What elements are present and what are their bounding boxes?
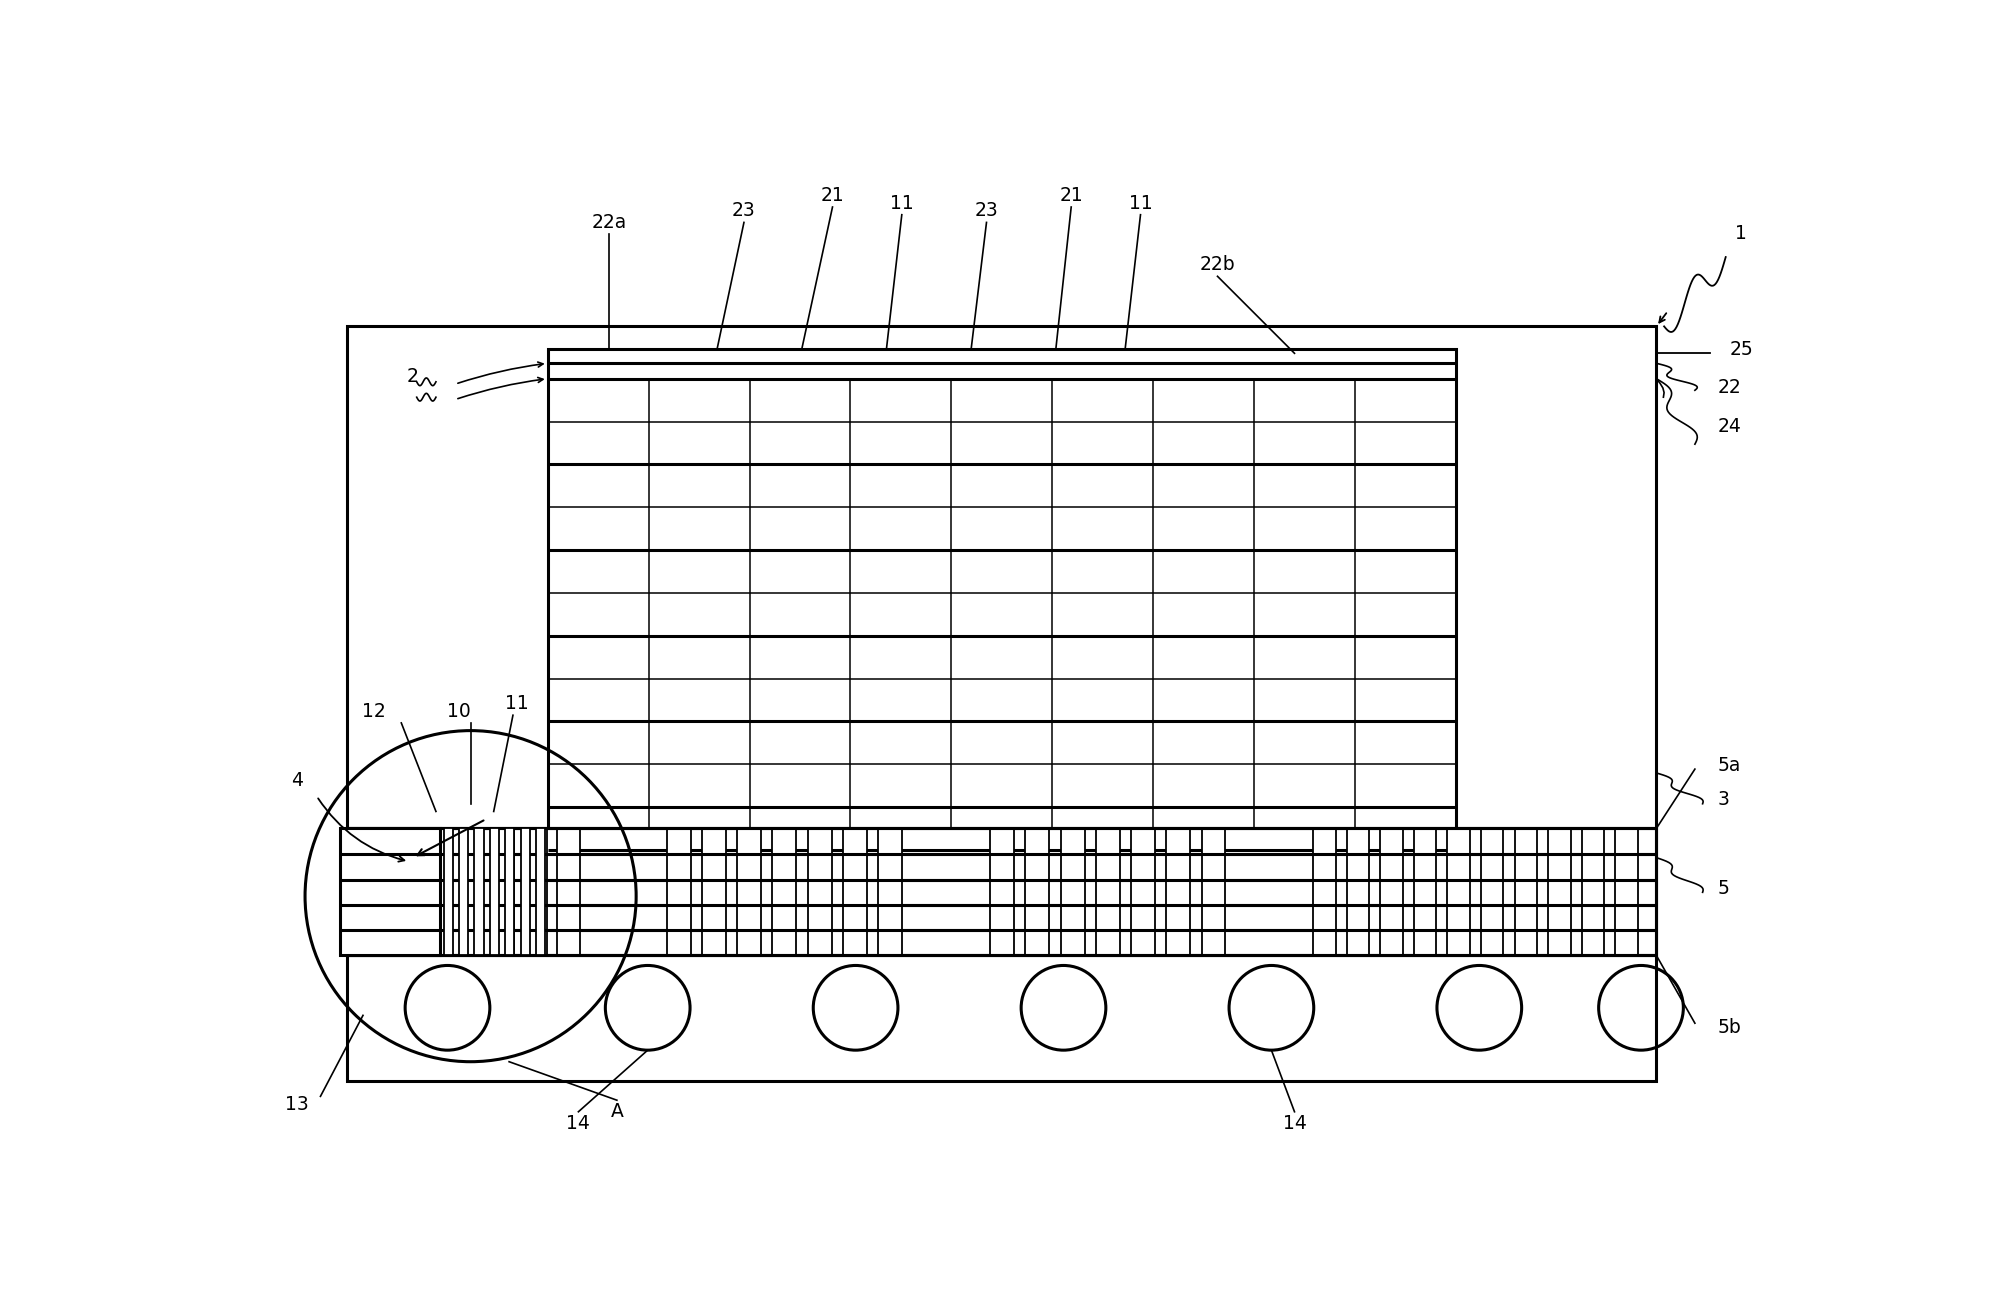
Text: 4: 4: [292, 772, 304, 790]
Bar: [1314, 828, 1336, 955]
Bar: [348, 828, 1656, 955]
Text: 11: 11: [1128, 194, 1152, 213]
Bar: [772, 828, 796, 955]
Bar: [1346, 828, 1370, 955]
Text: 23: 23: [974, 201, 998, 220]
Bar: [738, 828, 762, 955]
Bar: [394, 828, 416, 955]
Bar: [520, 828, 530, 955]
Text: 5a: 5a: [1718, 756, 1742, 774]
Text: 10: 10: [448, 702, 470, 721]
Bar: [702, 828, 726, 955]
Bar: [348, 828, 1656, 955]
Text: 24: 24: [1718, 417, 1742, 436]
Bar: [348, 327, 1656, 1080]
Bar: [1132, 828, 1154, 955]
Bar: [666, 828, 690, 955]
Bar: [990, 828, 1014, 955]
Bar: [1448, 828, 1470, 955]
Bar: [426, 828, 450, 955]
Text: 23: 23: [732, 201, 756, 220]
Bar: [474, 828, 484, 955]
Text: 21: 21: [1060, 186, 1084, 205]
Bar: [1202, 828, 1226, 955]
Bar: [460, 828, 468, 955]
Bar: [548, 349, 1456, 850]
Text: 14: 14: [566, 1114, 590, 1133]
Bar: [506, 828, 514, 955]
Bar: [492, 828, 514, 955]
Bar: [1414, 828, 1436, 955]
Text: 5b: 5b: [1718, 1018, 1742, 1036]
Bar: [444, 828, 452, 955]
Bar: [536, 828, 546, 955]
Bar: [878, 828, 902, 955]
Text: 22: 22: [1718, 378, 1742, 398]
Text: 22a: 22a: [592, 213, 626, 232]
Text: 14: 14: [1282, 1114, 1306, 1133]
Bar: [1514, 828, 1538, 955]
Bar: [548, 828, 1456, 850]
Bar: [1582, 828, 1604, 955]
Bar: [362, 828, 384, 955]
Text: 13: 13: [286, 1095, 310, 1113]
Text: 1: 1: [1736, 225, 1748, 243]
Bar: [1480, 828, 1504, 955]
Bar: [842, 828, 866, 955]
Text: 22b: 22b: [1200, 255, 1236, 275]
Bar: [340, 828, 440, 955]
Text: 11: 11: [890, 194, 914, 213]
Text: 2: 2: [406, 368, 418, 386]
Text: 25: 25: [1730, 340, 1754, 358]
Bar: [558, 828, 580, 955]
Bar: [490, 828, 500, 955]
Bar: [1166, 828, 1190, 955]
Bar: [524, 828, 546, 955]
Text: 11: 11: [504, 695, 528, 713]
Text: 5: 5: [1718, 879, 1730, 899]
Text: 3: 3: [1718, 790, 1730, 810]
Text: 12: 12: [362, 702, 386, 721]
Bar: [1026, 828, 1050, 955]
Bar: [1060, 828, 1084, 955]
Bar: [1096, 828, 1120, 955]
Text: 21: 21: [820, 186, 844, 205]
Bar: [1380, 828, 1402, 955]
Text: A: A: [610, 1103, 624, 1121]
Bar: [1616, 828, 1638, 955]
Bar: [1548, 828, 1570, 955]
Bar: [460, 828, 482, 955]
Bar: [808, 828, 832, 955]
